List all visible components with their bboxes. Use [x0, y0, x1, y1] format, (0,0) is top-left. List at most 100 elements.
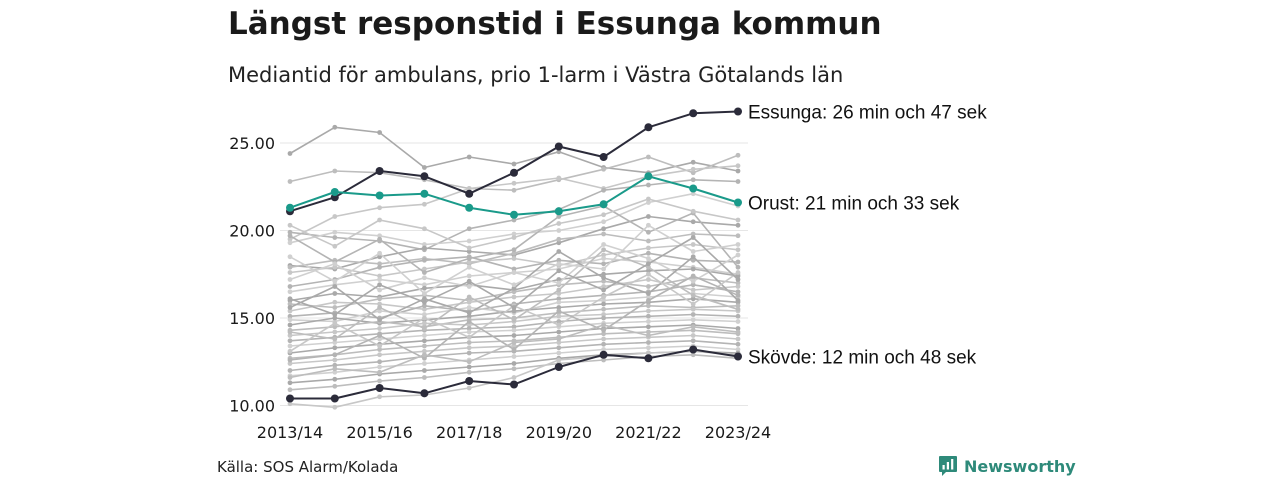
background-series-point — [332, 366, 338, 372]
series-skvde-point — [689, 345, 698, 354]
series-callouts: Essunga: 26 min och 47 sek Orust: 21 min … — [748, 103, 987, 369]
background-series-point — [601, 231, 606, 237]
background-series-line — [289, 165, 739, 241]
background-series-point — [556, 287, 562, 293]
background-series-point — [735, 303, 741, 309]
background-series-point — [466, 310, 472, 316]
x-tick-label: 2017/18 — [436, 423, 502, 442]
background-series — [287, 124, 741, 176]
background-series-point — [377, 369, 382, 375]
series-orust-point — [554, 207, 563, 216]
background-series-point — [511, 340, 517, 345]
background-series-point — [601, 312, 606, 317]
y-tick-label: 10.00 — [229, 397, 275, 416]
background-series-point — [422, 303, 427, 309]
background-series-point — [466, 245, 472, 251]
background-series-point — [422, 306, 427, 312]
background-series-point — [511, 250, 517, 256]
background-series-point — [735, 233, 741, 239]
background-series-point — [690, 242, 696, 247]
background-series-point — [556, 291, 562, 296]
background-series-point — [422, 242, 427, 247]
background-series-point — [601, 341, 606, 347]
background-series-point — [466, 350, 472, 356]
background-series-point — [511, 361, 517, 366]
series-skvde-point — [554, 363, 563, 371]
series-orust-point — [599, 200, 608, 209]
x-tick-label: 2015/16 — [346, 423, 412, 442]
background-series-point — [601, 256, 606, 261]
background-series-point — [287, 151, 293, 156]
background-series-point — [422, 245, 427, 251]
background-series-point — [646, 229, 651, 235]
background-series-point — [287, 296, 293, 302]
background-series-point — [377, 364, 382, 370]
series-skvde-point — [510, 380, 518, 389]
background-series-point — [377, 352, 382, 358]
background-series-group — [287, 124, 741, 410]
series-skvde-point — [375, 384, 384, 392]
background-series-point — [556, 305, 562, 310]
background-series-point — [466, 259, 472, 265]
series-orust-point — [734, 198, 742, 207]
background-series-point — [377, 296, 382, 302]
background-series-point — [422, 270, 427, 275]
y-tick-label: 20.00 — [229, 222, 275, 241]
background-series-point — [332, 352, 338, 358]
background-series-point — [511, 308, 517, 314]
background-series-point — [735, 222, 741, 228]
background-series-point — [511, 187, 517, 193]
series-orust-point — [420, 189, 429, 198]
background-series-point — [466, 256, 472, 261]
x-tick-label: 2023/24 — [705, 423, 771, 442]
background-series — [287, 322, 741, 380]
series-essunga — [286, 107, 742, 216]
background-series-point — [466, 299, 472, 305]
background-series-point — [556, 249, 562, 254]
background-series-point — [287, 236, 293, 242]
background-series-point — [332, 357, 338, 363]
background-series-point — [735, 277, 741, 282]
background-series-point — [556, 261, 562, 267]
newsworthy-logo-icon — [939, 456, 957, 476]
y-axis: 10.00 15.00 20.00 25.00 — [229, 134, 275, 416]
background-series — [287, 343, 741, 379]
background-series-point — [287, 375, 293, 380]
background-series-point — [287, 179, 293, 184]
background-series-point — [646, 277, 651, 282]
background-series-point — [556, 299, 562, 305]
background-series-point — [377, 277, 382, 282]
background-series-point — [287, 338, 293, 344]
background-series-line — [289, 215, 739, 270]
background-series-point — [422, 201, 427, 207]
source-note: Källa: SOS Alarm/Kolada — [217, 458, 399, 476]
background-series-point — [601, 275, 606, 281]
background-series-point — [735, 284, 741, 289]
background-series-point — [377, 378, 382, 384]
background-series-point — [601, 327, 606, 333]
background-series-point — [466, 294, 472, 300]
series-skvde-point — [330, 394, 339, 403]
background-series — [287, 242, 741, 293]
background-series-point — [466, 305, 472, 310]
background-series-point — [422, 326, 427, 331]
background-series-point — [422, 266, 427, 272]
background-series-point — [646, 214, 651, 219]
background-series-point — [735, 247, 741, 253]
background-series-point — [287, 313, 293, 319]
background-series-point — [466, 186, 472, 191]
background-series-point — [332, 284, 338, 289]
background-series-point — [377, 233, 382, 239]
background-series-point — [601, 347, 606, 352]
background-series-point — [735, 179, 741, 184]
background-series-point — [646, 222, 651, 228]
background-series-point — [287, 333, 293, 338]
background-series-point — [287, 305, 293, 310]
background-series-point — [601, 187, 606, 193]
background-series-point — [646, 182, 651, 188]
background-series-point — [422, 368, 427, 373]
background-series-point — [735, 217, 741, 223]
background-series-point — [511, 161, 517, 167]
background-series-point — [646, 200, 651, 205]
background-series-point — [690, 278, 696, 284]
